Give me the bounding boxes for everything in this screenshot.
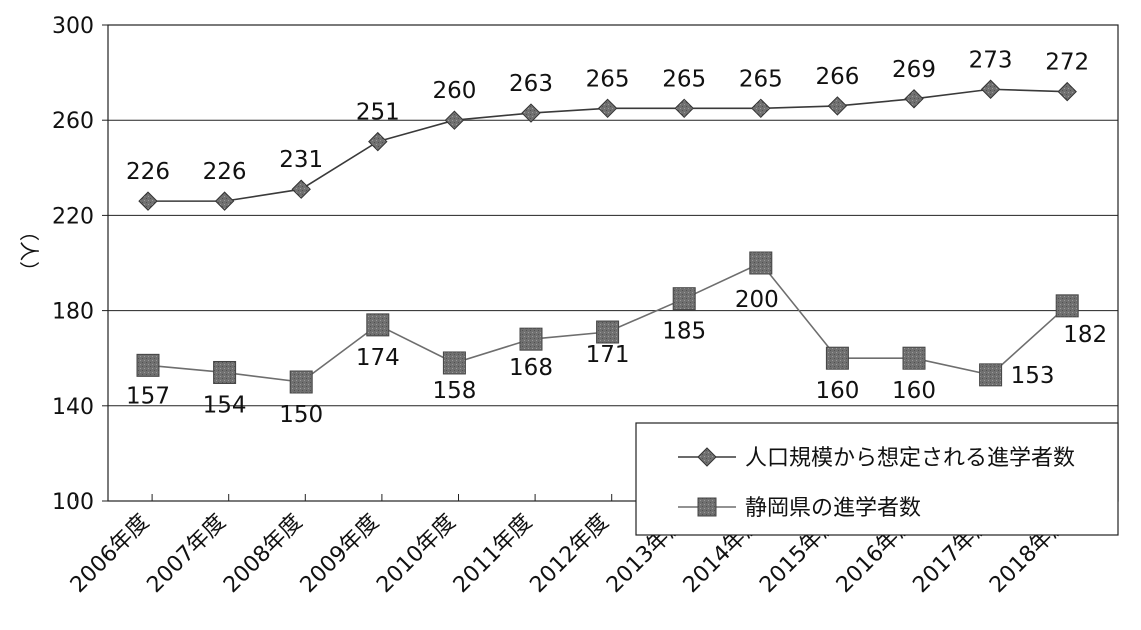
legend-label-0: 人口規模から想定される進学者数 [745,446,1075,471]
data-label: 160 [815,378,859,404]
legend: 人口規模から想定される進学者数 静岡県の進学者数 [635,422,1119,536]
data-point [521,103,541,123]
data-label: 265 [586,66,630,92]
data-label: 266 [815,64,859,90]
data-point [136,353,160,377]
data-label: 182 [1063,322,1107,348]
data-point [442,351,466,375]
y-tick-label: 140 [52,395,94,420]
y-tick-label: 220 [52,204,94,229]
data-label: 185 [662,319,706,345]
data-point [289,370,313,394]
data-point [1055,294,1079,318]
data-point [1057,81,1077,102]
data-label: 171 [586,342,630,368]
y-tick-label: 300 [52,14,94,39]
data-point [904,89,924,109]
data-point [366,313,390,337]
data-point [749,251,773,275]
data-point [980,79,1001,99]
data-point [519,327,543,351]
data-point [672,287,696,311]
data-label: 160 [892,378,936,404]
data-label: 153 [1011,363,1055,389]
data-label: 265 [662,66,706,92]
data-label: 174 [356,345,400,371]
data-point [214,191,235,211]
x-tick-label: 2010年度 [372,510,460,598]
data-label: 260 [432,78,476,104]
data-label: 154 [203,392,247,418]
legend-marker-square [697,497,717,517]
x-tick-label: 2009年度 [296,510,384,598]
data-label: 231 [279,147,323,173]
data-label: 158 [432,378,476,404]
data-point [597,98,618,119]
data-label: 263 [509,71,553,97]
data-label: 157 [126,383,170,409]
x-tick-label: 2007年度 [142,510,230,598]
data-label: 272 [1045,50,1089,76]
data-point [444,110,465,130]
legend-marker-diamond [697,447,717,467]
data-point [596,320,620,344]
series-layer: 226 226 231 251 260 263 265 265 265 266 269 273 272 1… [126,47,1107,428]
y-tick-label: 180 [52,300,94,325]
data-label: 200 [735,287,779,313]
data-label: 265 [739,66,783,92]
data-label: 150 [279,402,323,428]
y-axis-ticks: 100 140 180 220 260 300 [52,14,108,515]
data-label: 226 [126,159,170,185]
x-tick-label: 2011年度 [449,510,537,598]
gridlines [108,119,1118,407]
y-axis-label: （人） [17,221,41,281]
data-label: 273 [969,47,1013,73]
x-tick-label: 2006年度 [66,510,154,598]
data-point [368,131,388,152]
y-tick-label: 100 [52,490,94,515]
legend-label-1: 静岡県の進学者数 [745,496,921,521]
data-point [213,360,237,384]
data-point [827,96,848,116]
data-point [138,191,158,211]
data-label: 168 [509,355,553,381]
data-label: 226 [203,159,247,185]
data-point [674,98,694,119]
data-label: 269 [892,57,936,83]
x-tick-label: 2008年度 [219,510,307,598]
plot-area-frame [107,24,1119,502]
x-tick-label: 2012年度 [525,510,613,598]
data-point [979,363,1003,387]
y-tick-label: 260 [52,109,94,134]
data-point [902,346,926,370]
data-label: 251 [356,100,400,126]
data-point [751,98,771,119]
data-point [291,179,311,199]
data-point [825,346,849,370]
